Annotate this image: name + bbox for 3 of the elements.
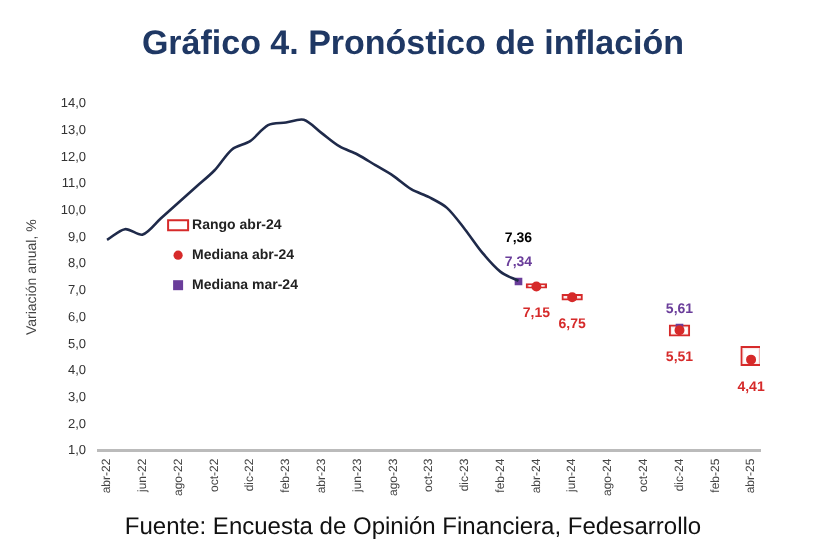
chart-title: Gráfico 4. Pronóstico de inflación: [139, 22, 687, 66]
source-note: Fuente: Encuesta de Opinión Financiera, Fedesarrollo: [122, 512, 704, 540]
point: [531, 281, 542, 292]
